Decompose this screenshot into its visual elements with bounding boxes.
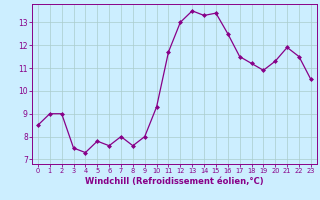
X-axis label: Windchill (Refroidissement éolien,°C): Windchill (Refroidissement éolien,°C) (85, 177, 264, 186)
